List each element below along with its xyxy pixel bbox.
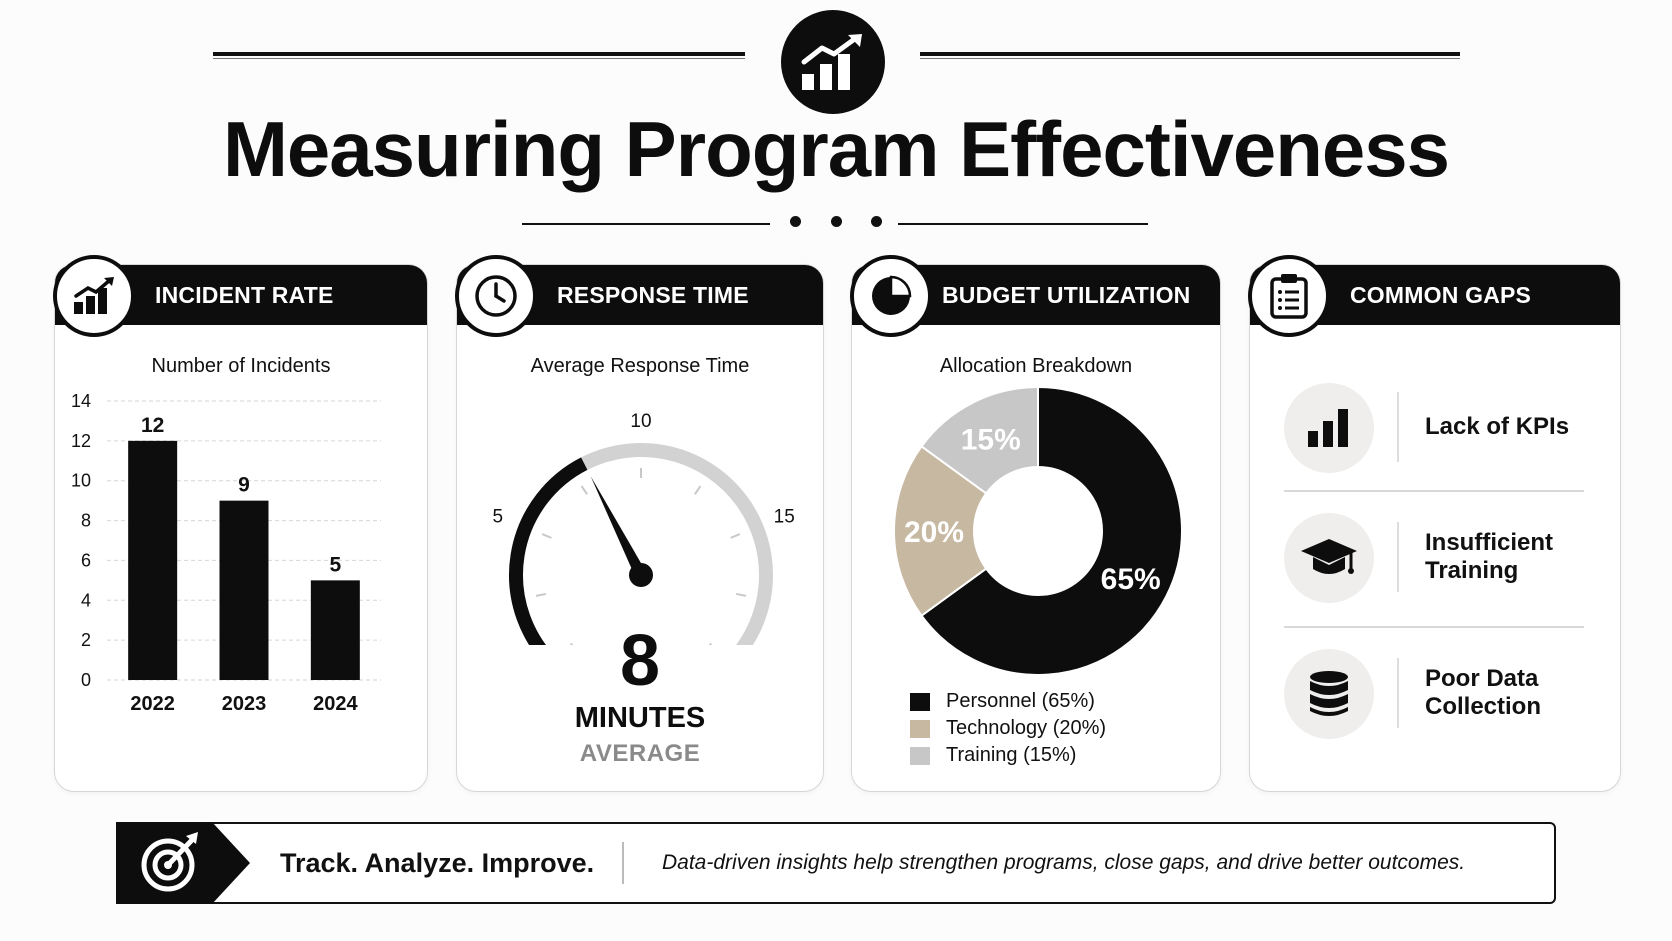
legend-item: Personnel (65%) bbox=[910, 688, 1106, 715]
card-title: RESPONSE TIME bbox=[557, 282, 749, 308]
title-divider-left bbox=[522, 223, 770, 225]
legend-label: Personnel (65%) bbox=[946, 690, 1095, 712]
incident-rate-card: INCIDENT RATE Number of Incidents 0 2 4 6 8 1… bbox=[53, 255, 428, 792]
card-title: BUDGET UTILIZATION bbox=[942, 282, 1191, 308]
chart-legend: Personnel (65%) Technology (20%) Training … bbox=[910, 688, 1106, 769]
divider bbox=[1284, 626, 1584, 628]
header-rule-left-thin bbox=[213, 58, 745, 59]
x-tick-label: 2024 bbox=[313, 693, 358, 715]
y-tick-label: 14 bbox=[71, 391, 91, 411]
budget-donut-chart: 65% 20% 15% bbox=[893, 385, 1183, 676]
clipboard-icon bbox=[1248, 255, 1330, 337]
divider bbox=[1284, 490, 1584, 492]
data-label: 12 bbox=[141, 414, 164, 437]
data-label: 5 bbox=[329, 553, 341, 576]
gauge-tick bbox=[694, 485, 702, 495]
bar bbox=[310, 580, 360, 680]
bar bbox=[219, 500, 269, 680]
graduation-cap-icon bbox=[1284, 513, 1374, 603]
clock-icon bbox=[455, 255, 537, 337]
bar-chart-icon bbox=[1284, 383, 1374, 473]
legend-item: Training (15%) bbox=[910, 742, 1106, 769]
gauge-tick-label: 10 bbox=[630, 411, 651, 432]
slice-label: 15% bbox=[961, 423, 1021, 456]
gauge-tick bbox=[730, 533, 741, 539]
chart-title: Allocation Breakdown bbox=[939, 355, 1133, 377]
bar bbox=[128, 440, 178, 680]
gauge-tick bbox=[569, 642, 574, 645]
pie-slice bbox=[920, 385, 1039, 495]
gauge-tick-label: 5 bbox=[493, 507, 504, 528]
gap-item-kpis: Lack of KPIs bbox=[1284, 367, 1592, 487]
gauge-unit: MINUTES bbox=[574, 702, 706, 734]
slice-label: 20% bbox=[904, 516, 964, 549]
card-title: COMMON GAPS bbox=[1350, 282, 1532, 308]
page-title: Measuring Program Effectiveness bbox=[222, 105, 1450, 193]
growth-chart-icon bbox=[781, 10, 885, 114]
budget-utilization-card: BUDGET UTILIZATION Allocation Breakdown … bbox=[850, 255, 1221, 792]
gauge-tick-label: 15 bbox=[774, 507, 795, 528]
legend-label: Technology (20%) bbox=[946, 717, 1107, 739]
gauge-hub bbox=[629, 563, 653, 587]
pie-slice bbox=[893, 444, 988, 618]
incident-bar-chart: 0 2 4 6 8 10 12 14 12 2022 9 2023 5 2024 bbox=[71, 391, 381, 715]
gauge-tick bbox=[735, 592, 747, 597]
legend-swatch bbox=[910, 719, 930, 738]
gauge-value: 8 bbox=[619, 621, 661, 701]
bar-chart-icon bbox=[53, 255, 135, 337]
gap-item-data-collection: Poor Data Collection bbox=[1284, 633, 1592, 753]
gauge-needle bbox=[590, 476, 647, 578]
database-icon bbox=[1284, 649, 1374, 739]
banner-separator bbox=[622, 842, 624, 884]
header-rule-right-thin bbox=[920, 58, 1460, 59]
title-divider-dots bbox=[790, 216, 882, 227]
legend-swatch bbox=[910, 692, 930, 711]
y-tick-label: 10 bbox=[71, 471, 91, 491]
card-title: INCIDENT RATE bbox=[155, 282, 334, 308]
pie-slice bbox=[920, 385, 1183, 676]
gauge-tick bbox=[535, 592, 547, 597]
y-tick-label: 8 bbox=[81, 511, 91, 531]
gap-label: Insufficient Training bbox=[1425, 529, 1554, 584]
slice-label: 65% bbox=[1101, 563, 1161, 596]
gauge-tick bbox=[580, 485, 588, 495]
y-tick-label: 2 bbox=[81, 630, 91, 650]
gap-label: Lack of KPIs bbox=[1425, 413, 1570, 440]
x-tick-label: 2023 bbox=[222, 693, 267, 715]
gauge-track bbox=[581, 443, 773, 645]
gauge-tick bbox=[708, 642, 713, 645]
y-tick-label: 0 bbox=[81, 670, 91, 690]
y-tick-label: 6 bbox=[81, 550, 91, 570]
legend-label: Training (15%) bbox=[946, 744, 1077, 766]
title-divider-right bbox=[898, 223, 1148, 225]
chart-title: Average Response Time bbox=[530, 355, 750, 377]
response-time-card: RESPONSE TIME Average Response Time 0510… bbox=[455, 255, 824, 792]
gauge-caption: AVERAGE bbox=[579, 740, 701, 767]
y-tick-label: 4 bbox=[81, 590, 91, 610]
gap-label: Poor Data Collection bbox=[1425, 665, 1542, 720]
gauge-fill bbox=[509, 457, 588, 645]
data-label: 9 bbox=[238, 474, 250, 497]
pie-chart-icon bbox=[850, 255, 932, 337]
header-rule-right bbox=[920, 52, 1460, 56]
legend-swatch bbox=[910, 746, 930, 765]
chart-title: Number of Incidents bbox=[151, 355, 331, 377]
common-gaps-card: COMMON GAPS Lack of KPIs bbox=[1248, 255, 1621, 792]
banner-tagline: Track. Analyze. Improve. bbox=[280, 848, 595, 878]
y-tick-label: 12 bbox=[71, 431, 91, 451]
footer-banner: Track. Analyze. Improve. Data-driven ins… bbox=[116, 822, 1556, 904]
gauge-tick bbox=[541, 533, 552, 539]
gap-item-training: Insufficient Training bbox=[1284, 497, 1592, 617]
x-tick-label: 2022 bbox=[130, 693, 175, 715]
banner-text: Data-driven insights help strengthen pro… bbox=[662, 851, 1466, 874]
header-rule-left bbox=[213, 52, 745, 56]
legend-item: Technology (20%) bbox=[910, 715, 1106, 742]
target-icon bbox=[116, 822, 250, 904]
response-time-gauge: 05101520 bbox=[493, 411, 795, 645]
